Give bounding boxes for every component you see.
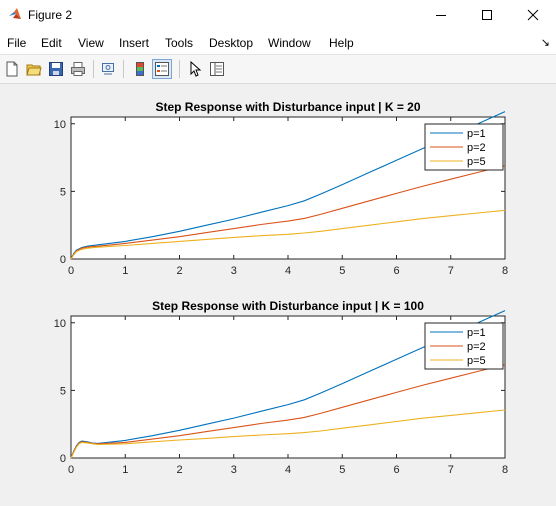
y-tick-label: 0	[60, 453, 66, 465]
property-inspector-button[interactable]	[207, 59, 227, 79]
colorbar-icon	[136, 62, 144, 76]
menu-tools[interactable]: Tools	[165, 36, 194, 50]
menu-help[interactable]: Help	[329, 36, 354, 50]
menu-view[interactable]: View	[78, 36, 104, 50]
legend-entry: p=1	[467, 327, 486, 339]
x-tick-label: 3	[231, 464, 237, 476]
legend-entry: p=5	[467, 156, 486, 168]
print-icon	[71, 62, 85, 76]
menu-window[interactable]: Window	[268, 36, 311, 50]
y-tick-label: 10	[54, 318, 66, 330]
close-button[interactable]	[510, 0, 556, 30]
link-plot-button[interactable]	[98, 59, 118, 79]
y-tick-label: 0	[60, 254, 66, 266]
legend-entry: p=2	[467, 341, 486, 353]
colorbar-button[interactable]	[130, 59, 150, 79]
menu-desktop[interactable]: Desktop	[209, 36, 254, 50]
legend-entry: p=1	[467, 128, 486, 140]
chart-title: Step Response with Disturbance input | K…	[155, 100, 420, 114]
x-tick-label: 5	[339, 265, 345, 277]
y-tick-label: 5	[60, 385, 66, 397]
series-line-p=5[interactable]	[70, 209, 506, 260]
new-figure-icon	[6, 61, 18, 77]
print-button[interactable]	[68, 59, 88, 79]
window-title: Figure 2	[28, 8, 73, 22]
chart-title: Step Response with Disturbance input | K…	[152, 299, 424, 313]
legend-entry: p=5	[467, 355, 486, 367]
y-tick-label: 5	[60, 186, 66, 198]
legend-icon	[155, 62, 169, 76]
figure-canvas: Step Response with Disturbance input | K…	[0, 84, 556, 501]
x-tick-label: 2	[176, 464, 182, 476]
save-icon	[49, 62, 63, 76]
menu-insert[interactable]: Insert	[119, 36, 150, 50]
series-line-p=2[interactable]	[70, 165, 506, 260]
menu-file[interactable]: File	[7, 36, 27, 50]
x-tick-label: 8	[502, 464, 508, 476]
x-tick-label: 1	[122, 265, 128, 277]
figure-plot-area: Step Response with Disturbance input | K…	[54, 100, 508, 476]
toolbar	[0, 55, 556, 84]
open-file-icon	[26, 64, 42, 76]
legend-button[interactable]	[152, 59, 172, 79]
series-line-p=5[interactable]	[70, 409, 506, 459]
maximize-icon	[482, 10, 492, 20]
series-line-p=1[interactable]	[70, 111, 506, 260]
x-tick-label: 6	[393, 464, 399, 476]
series-line-p=1[interactable]	[70, 310, 506, 459]
x-tick-label: 0	[68, 464, 74, 476]
pointer-icon	[190, 61, 202, 77]
x-tick-label: 4	[285, 464, 291, 476]
close-icon	[527, 9, 539, 21]
x-tick-label: 8	[502, 265, 508, 277]
x-tick-label: 4	[285, 265, 291, 277]
maximize-button[interactable]	[464, 0, 510, 30]
x-tick-label: 7	[448, 265, 454, 277]
minimize-icon	[436, 15, 446, 16]
matlab-logo-icon	[9, 8, 21, 19]
property-inspector-icon	[210, 62, 224, 76]
y-tick-label: 10	[54, 119, 66, 131]
x-tick-label: 5	[339, 464, 345, 476]
axes-top[interactable]: Step Response with Disturbance input | K…	[54, 100, 508, 277]
axes-bottom[interactable]: Step Response with Disturbance input | K…	[54, 299, 508, 476]
menu-edit[interactable]: Edit	[41, 36, 62, 50]
toolbar-separator	[123, 60, 124, 78]
toolbar-separator	[179, 60, 180, 78]
x-tick-label: 3	[231, 265, 237, 277]
save-button[interactable]	[46, 59, 66, 79]
minimize-button[interactable]	[418, 0, 464, 30]
menu-bar: File Edit View Insert Tools Desktop Wind…	[0, 30, 556, 55]
open-file-button[interactable]	[24, 59, 44, 79]
menu-overflow-arrow-icon[interactable]: ↘	[540, 37, 550, 49]
new-figure-button[interactable]	[2, 59, 22, 79]
x-tick-label: 7	[448, 464, 454, 476]
x-tick-label: 1	[122, 464, 128, 476]
x-tick-label: 6	[393, 265, 399, 277]
legend-entry: p=2	[467, 142, 486, 154]
x-tick-label: 2	[176, 265, 182, 277]
x-tick-label: 0	[68, 265, 74, 277]
pointer-button[interactable]	[185, 59, 205, 79]
link-plot-icon	[102, 63, 114, 75]
toolbar-separator	[93, 60, 94, 78]
title-bar: Figure 2	[0, 0, 556, 30]
